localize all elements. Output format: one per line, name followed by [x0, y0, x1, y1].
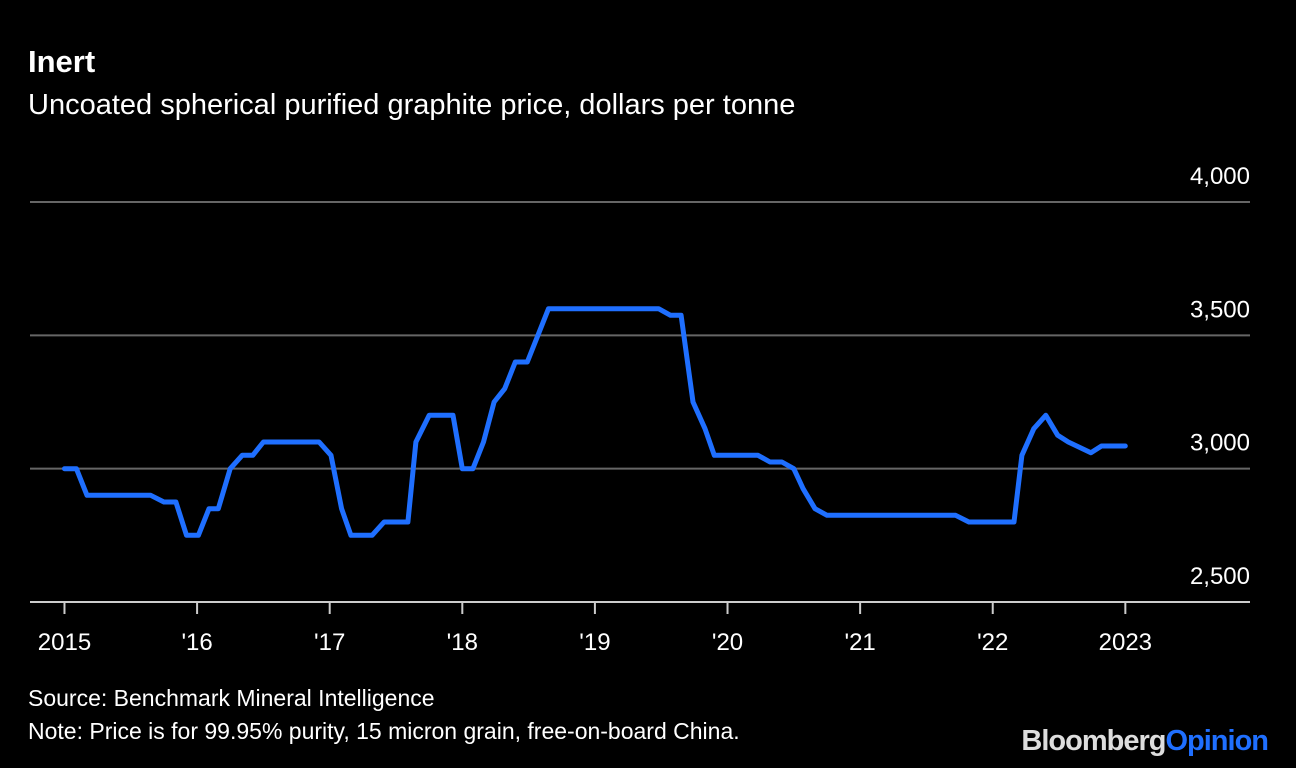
x-tick-label: '21 [844, 629, 875, 656]
x-tick-label: '20 [712, 629, 743, 656]
y-tick-label: 3,000 [1190, 430, 1250, 457]
source: Source: Benchmark Mineral Intelligence [28, 685, 435, 711]
logo-name: Bloomberg [1021, 725, 1165, 757]
y-tick-label: 3,500 [1190, 296, 1250, 323]
chart-title: Inert [28, 44, 95, 79]
x-tick-label: 2023 [1099, 629, 1152, 656]
logo-section: Opinion [1165, 725, 1268, 757]
x-tick-label: '16 [181, 629, 212, 656]
x-tick-label: '22 [977, 629, 1008, 656]
y-tick-label: 2,500 [1190, 563, 1250, 590]
x-tick-label: 2015 [38, 629, 91, 656]
x-tick-label: '19 [579, 629, 610, 656]
chart-subtitle: Uncoated spherical purified graphite pri… [28, 89, 795, 121]
x-tick-label: '18 [447, 629, 478, 656]
line [62, 306, 1128, 538]
x-tick-label: '17 [314, 629, 345, 656]
note: Note: Price is for 99.95% purity, 15 mic… [28, 718, 740, 744]
y-tick-label: 4,000 [1190, 163, 1250, 190]
logo: BloombergOpinion [1021, 725, 1268, 757]
